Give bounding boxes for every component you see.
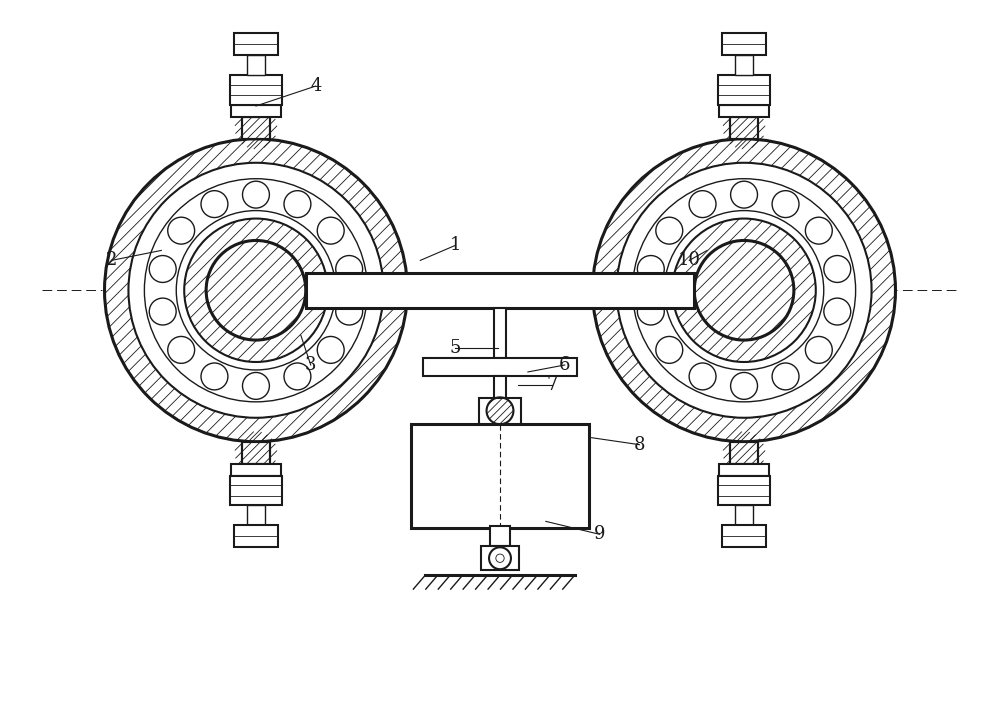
- Text: 7: 7: [546, 376, 557, 394]
- Circle shape: [284, 191, 311, 217]
- Circle shape: [489, 547, 511, 570]
- Circle shape: [336, 256, 363, 282]
- Circle shape: [242, 181, 269, 208]
- Bar: [231, 464, 281, 475]
- Circle shape: [772, 191, 799, 217]
- Circle shape: [689, 363, 716, 390]
- Bar: [494, 376, 506, 398]
- Circle shape: [656, 336, 683, 364]
- Bar: [730, 117, 758, 139]
- Circle shape: [637, 256, 664, 282]
- Bar: [234, 33, 278, 55]
- Circle shape: [242, 372, 269, 400]
- Text: 2: 2: [106, 251, 117, 269]
- Bar: [242, 441, 270, 464]
- Bar: [242, 117, 270, 139]
- Bar: [490, 526, 510, 546]
- Bar: [230, 75, 282, 105]
- Bar: [718, 475, 770, 505]
- Bar: [423, 358, 577, 376]
- Bar: [730, 441, 758, 464]
- Circle shape: [149, 256, 176, 282]
- Bar: [247, 55, 265, 75]
- Bar: [735, 55, 753, 75]
- Circle shape: [201, 363, 228, 390]
- Bar: [494, 307, 506, 358]
- Bar: [247, 505, 265, 526]
- Text: 10: 10: [678, 251, 701, 269]
- Circle shape: [496, 554, 504, 562]
- Text: 3: 3: [305, 356, 316, 374]
- Circle shape: [824, 298, 851, 325]
- Bar: [719, 464, 769, 475]
- Bar: [411, 424, 589, 528]
- Bar: [735, 505, 753, 526]
- Bar: [481, 546, 519, 570]
- Text: 4: 4: [310, 77, 321, 95]
- Circle shape: [168, 217, 195, 244]
- Circle shape: [637, 298, 664, 325]
- Circle shape: [168, 336, 195, 364]
- Circle shape: [591, 137, 897, 444]
- Bar: [479, 398, 521, 424]
- Circle shape: [317, 217, 344, 244]
- Bar: [242, 441, 270, 464]
- Text: 6: 6: [559, 356, 570, 374]
- Bar: [730, 117, 758, 139]
- Circle shape: [103, 137, 409, 444]
- Circle shape: [201, 191, 228, 217]
- Bar: [722, 33, 766, 55]
- Circle shape: [824, 256, 851, 282]
- Circle shape: [656, 217, 683, 244]
- Bar: [719, 105, 769, 117]
- Bar: [306, 273, 694, 307]
- Circle shape: [805, 217, 832, 244]
- Text: 5: 5: [449, 339, 461, 357]
- Bar: [231, 105, 281, 117]
- Circle shape: [336, 298, 363, 325]
- Bar: [242, 117, 270, 139]
- Bar: [230, 475, 282, 505]
- Bar: [234, 526, 278, 547]
- Circle shape: [772, 363, 799, 390]
- Bar: [730, 441, 758, 464]
- Circle shape: [284, 363, 311, 390]
- Circle shape: [731, 181, 758, 208]
- Bar: [722, 526, 766, 547]
- Circle shape: [689, 191, 716, 217]
- Circle shape: [317, 336, 344, 364]
- Circle shape: [805, 336, 832, 364]
- Circle shape: [149, 298, 176, 325]
- Text: 1: 1: [449, 236, 461, 254]
- Text: 9: 9: [594, 526, 605, 544]
- Circle shape: [731, 372, 758, 400]
- Bar: [718, 75, 770, 105]
- Text: 8: 8: [634, 436, 645, 454]
